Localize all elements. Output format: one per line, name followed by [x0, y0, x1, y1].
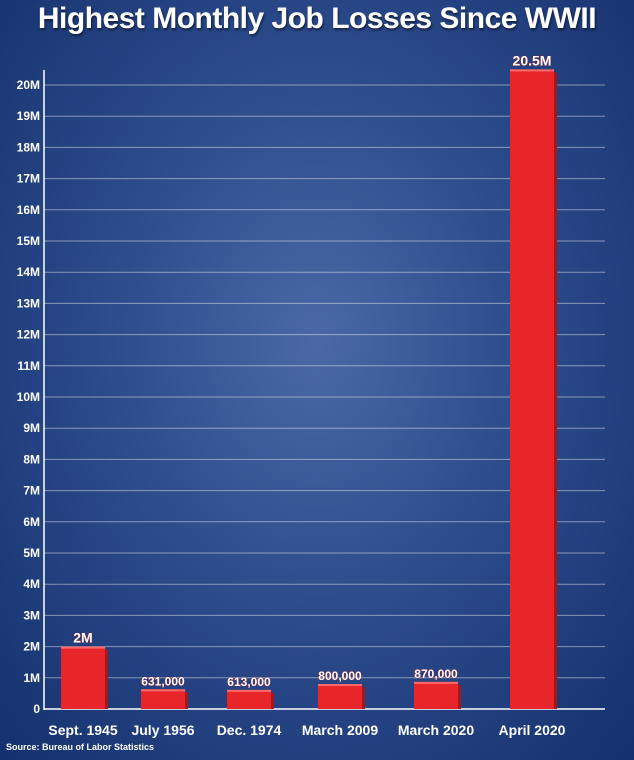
bar-highlight [414, 681, 458, 684]
bar-highlight [227, 689, 271, 692]
y-tick-label: 1M [23, 671, 40, 685]
y-tick-label: 17M [17, 172, 40, 186]
x-tick-label: March 2020 [398, 722, 474, 738]
y-tick-label: 11M [17, 359, 40, 373]
data-label: 613,000 [227, 675, 271, 689]
y-tick-label: 9M [23, 421, 40, 435]
bar [61, 646, 105, 709]
data-label: 800,000 [318, 669, 362, 683]
x-tick-label: March 2009 [302, 722, 378, 738]
y-tick-label: 7M [23, 484, 40, 498]
y-tick-label: 5M [23, 546, 40, 560]
y-tick-label: 13M [17, 296, 40, 310]
y-tick-label: 2M [23, 640, 40, 654]
y-tick-label: 19M [17, 109, 40, 123]
bar-highlight [61, 646, 105, 649]
data-label: 631,000 [141, 674, 185, 688]
y-tick-label: 8M [23, 452, 40, 466]
source-note: Source: Bureau of Labor Statistics [6, 742, 155, 752]
bar [318, 684, 362, 709]
y-tick-label: 12M [17, 328, 40, 342]
bar-highlight [318, 684, 362, 687]
x-tick-label: July 1956 [131, 722, 194, 738]
bar [414, 681, 458, 709]
bar-highlight [510, 69, 554, 72]
y-tick-label: 0 [33, 702, 40, 716]
y-tick-label: 3M [23, 608, 40, 622]
data-label: 870,000 [414, 667, 458, 681]
y-tick-label: 15M [17, 234, 40, 248]
y-tick-label: 18M [17, 140, 40, 154]
chart-title: Highest Monthly Job Losses Since WWII [37, 2, 597, 35]
data-label: 20.5M [513, 52, 552, 68]
data-label: 2M [73, 630, 92, 646]
bar [510, 69, 554, 709]
x-tick-label: April 2020 [499, 722, 566, 738]
y-tick-label: 20M [17, 78, 40, 92]
bar [227, 689, 271, 709]
x-tick-label: Dec. 1974 [217, 722, 282, 738]
y-tick-label: 16M [17, 203, 40, 217]
x-tick-label: Sept. 1945 [48, 722, 117, 738]
bar-highlight [141, 689, 185, 692]
y-tick-label: 14M [17, 265, 40, 279]
bar [141, 689, 185, 709]
y-tick-label: 4M [23, 577, 40, 591]
y-tick-label: 10M [17, 390, 40, 404]
y-tick-label: 6M [23, 515, 40, 529]
